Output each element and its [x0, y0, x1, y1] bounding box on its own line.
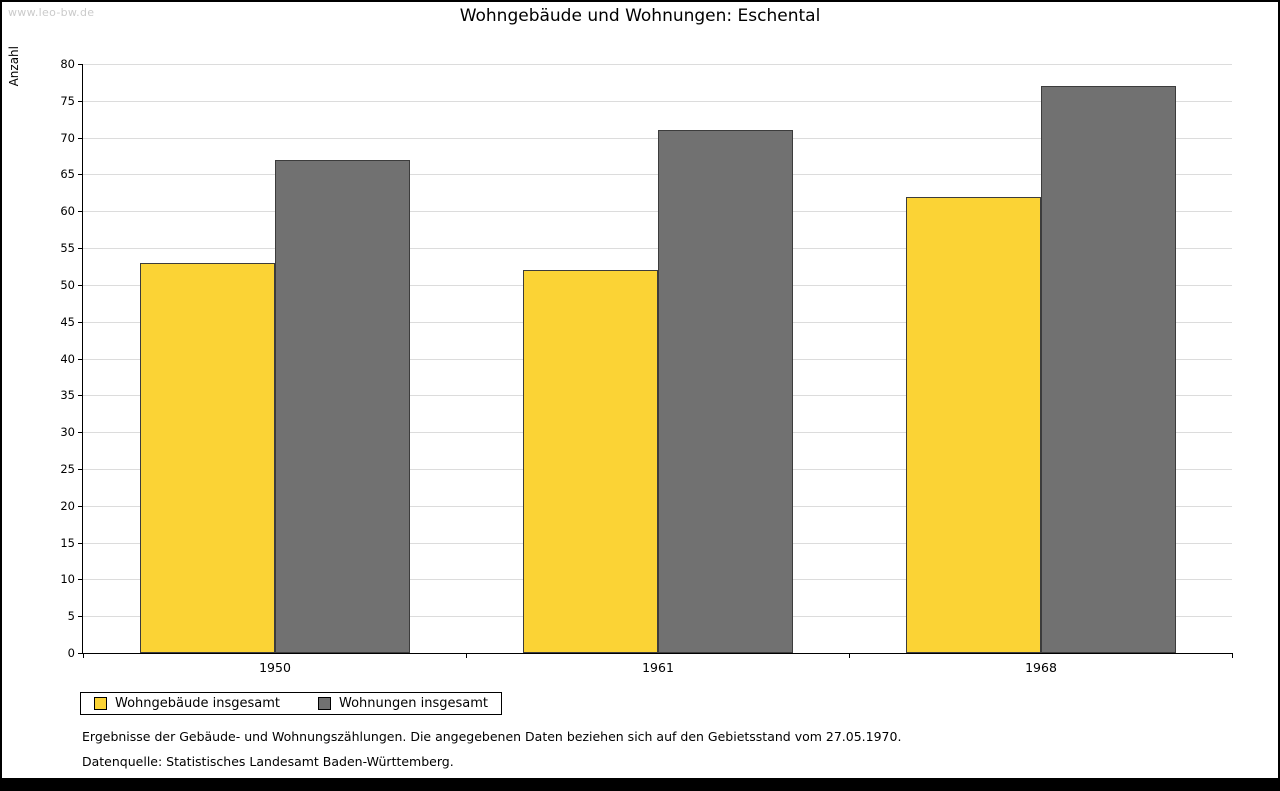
y-tick-label: 40 [60, 351, 75, 366]
bar [275, 160, 410, 653]
y-tick [78, 174, 83, 176]
y-tick [78, 395, 83, 397]
y-tick-label: 10 [60, 572, 75, 587]
gridline [83, 64, 1232, 65]
y-tick-label: 15 [60, 535, 75, 550]
footnote-data-source: Datenquelle: Statistisches Landesamt Bad… [82, 754, 454, 769]
legend-item: Wohnungen insgesamt [318, 696, 488, 711]
y-tick [78, 100, 83, 102]
bar [140, 263, 275, 653]
y-tick [78, 505, 83, 507]
y-tick-label: 5 [67, 609, 75, 624]
y-tick-label: 50 [60, 277, 75, 292]
y-tick [78, 321, 83, 323]
bar [523, 270, 658, 653]
bar [658, 130, 793, 653]
y-tick-label: 70 [60, 130, 75, 145]
x-tick-label: 1961 [642, 660, 674, 675]
y-tick [78, 211, 83, 213]
x-tick [849, 653, 850, 658]
x-tick [1232, 653, 1233, 658]
y-tick [78, 468, 83, 470]
x-tick-label: 1950 [259, 660, 291, 675]
y-tick [78, 579, 83, 581]
y-tick [78, 358, 83, 360]
y-tick-label: 30 [60, 425, 75, 440]
y-tick [78, 616, 83, 618]
y-tick-label: 55 [60, 241, 75, 256]
legend-swatch [94, 697, 107, 710]
bottom-border-bar [2, 778, 1278, 789]
gridline [83, 174, 1232, 176]
y-tick-label: 75 [60, 93, 75, 108]
y-tick-label: 80 [60, 57, 75, 71]
y-axis-label: Anzahl [7, 46, 21, 87]
legend: Wohngebäude insgesamt Wohnungen insgesam… [80, 692, 502, 715]
y-tick-label: 45 [60, 314, 75, 329]
gridline [83, 211, 1232, 213]
legend-item: Wohngebäude insgesamt [94, 696, 280, 711]
x-tick [83, 653, 84, 658]
y-tick [78, 284, 83, 286]
x-tick-label: 1968 [1025, 660, 1057, 675]
y-tick [78, 432, 83, 434]
legend-swatch [318, 697, 331, 710]
footnote-source-note: Ergebnisse der Gebäude- und Wohnungszähl… [82, 729, 902, 744]
plot-area: 0 5 10 15 20 25 30 35 40 45 50 55 60 65 70 75 80 1950 1961… [60, 57, 1233, 675]
bar [1041, 86, 1176, 653]
legend-label: Wohnungen insgesamt [339, 696, 488, 711]
y-tick-label: 35 [60, 388, 75, 403]
x-tick [466, 653, 467, 658]
y-tick-label: 65 [60, 167, 75, 182]
y-tick-label: 0 [67, 646, 75, 660]
chart-title: Wohngebäude und Wohnungen: Eschental [459, 6, 821, 26]
y-tick [78, 137, 83, 139]
bar [906, 197, 1041, 653]
legend-label: Wohngebäude insgesamt [115, 696, 280, 711]
y-tick [78, 653, 83, 654]
gridline [83, 248, 1232, 250]
gridline [83, 100, 1232, 102]
gridline [83, 137, 1232, 139]
y-tick [78, 542, 83, 544]
y-tick-label: 25 [60, 461, 75, 476]
y-tick-label: 60 [60, 204, 75, 219]
y-tick-label: 20 [60, 498, 75, 513]
y-tick [78, 64, 83, 65]
y-tick [78, 248, 83, 250]
watermark: www.leo-bw.de [8, 6, 95, 19]
